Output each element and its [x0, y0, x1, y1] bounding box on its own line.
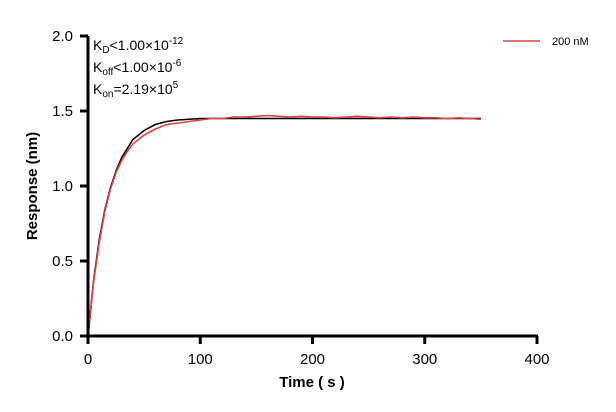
kinetics-annotation: KD<1.00×10-12 Koff<1.00×10-6 Kon=2.19×10… [93, 36, 184, 100]
x-tick-label: 300 [412, 351, 437, 368]
y-tick-label: 0.5 [52, 253, 73, 270]
fit-curve [87, 117, 481, 337]
x-tick-label: 0 [84, 351, 92, 368]
y-tick-label: 2.0 [52, 28, 73, 45]
kd-annotation: KD<1.00×10-12 [93, 36, 184, 56]
x-axis: 0 100 200 300 400 [84, 334, 550, 368]
x-tick-label: 100 [188, 351, 213, 368]
legend: 200 nM [503, 36, 589, 48]
koff-annotation: Koff<1.00×10-6 [93, 58, 182, 78]
y-tick-label: 0.0 [52, 328, 73, 345]
kon-annotation: Kon=2.19×105 [93, 80, 179, 100]
y-tick-label: 1.0 [52, 178, 73, 195]
x-tick-label: 400 [524, 351, 549, 368]
x-axis-label: Time ( s ) [279, 374, 345, 391]
x-tick-label: 200 [300, 351, 325, 368]
y-tick-label: 1.5 [52, 103, 73, 120]
y-axis-label: Response (nm) [24, 132, 41, 240]
legend-label: 200 nM [552, 36, 589, 48]
y-axis: 0.0 0.5 1.0 1.5 2.0 [52, 28, 90, 345]
plot-area [87, 114, 481, 337]
series-200nm-curve [87, 114, 481, 337]
